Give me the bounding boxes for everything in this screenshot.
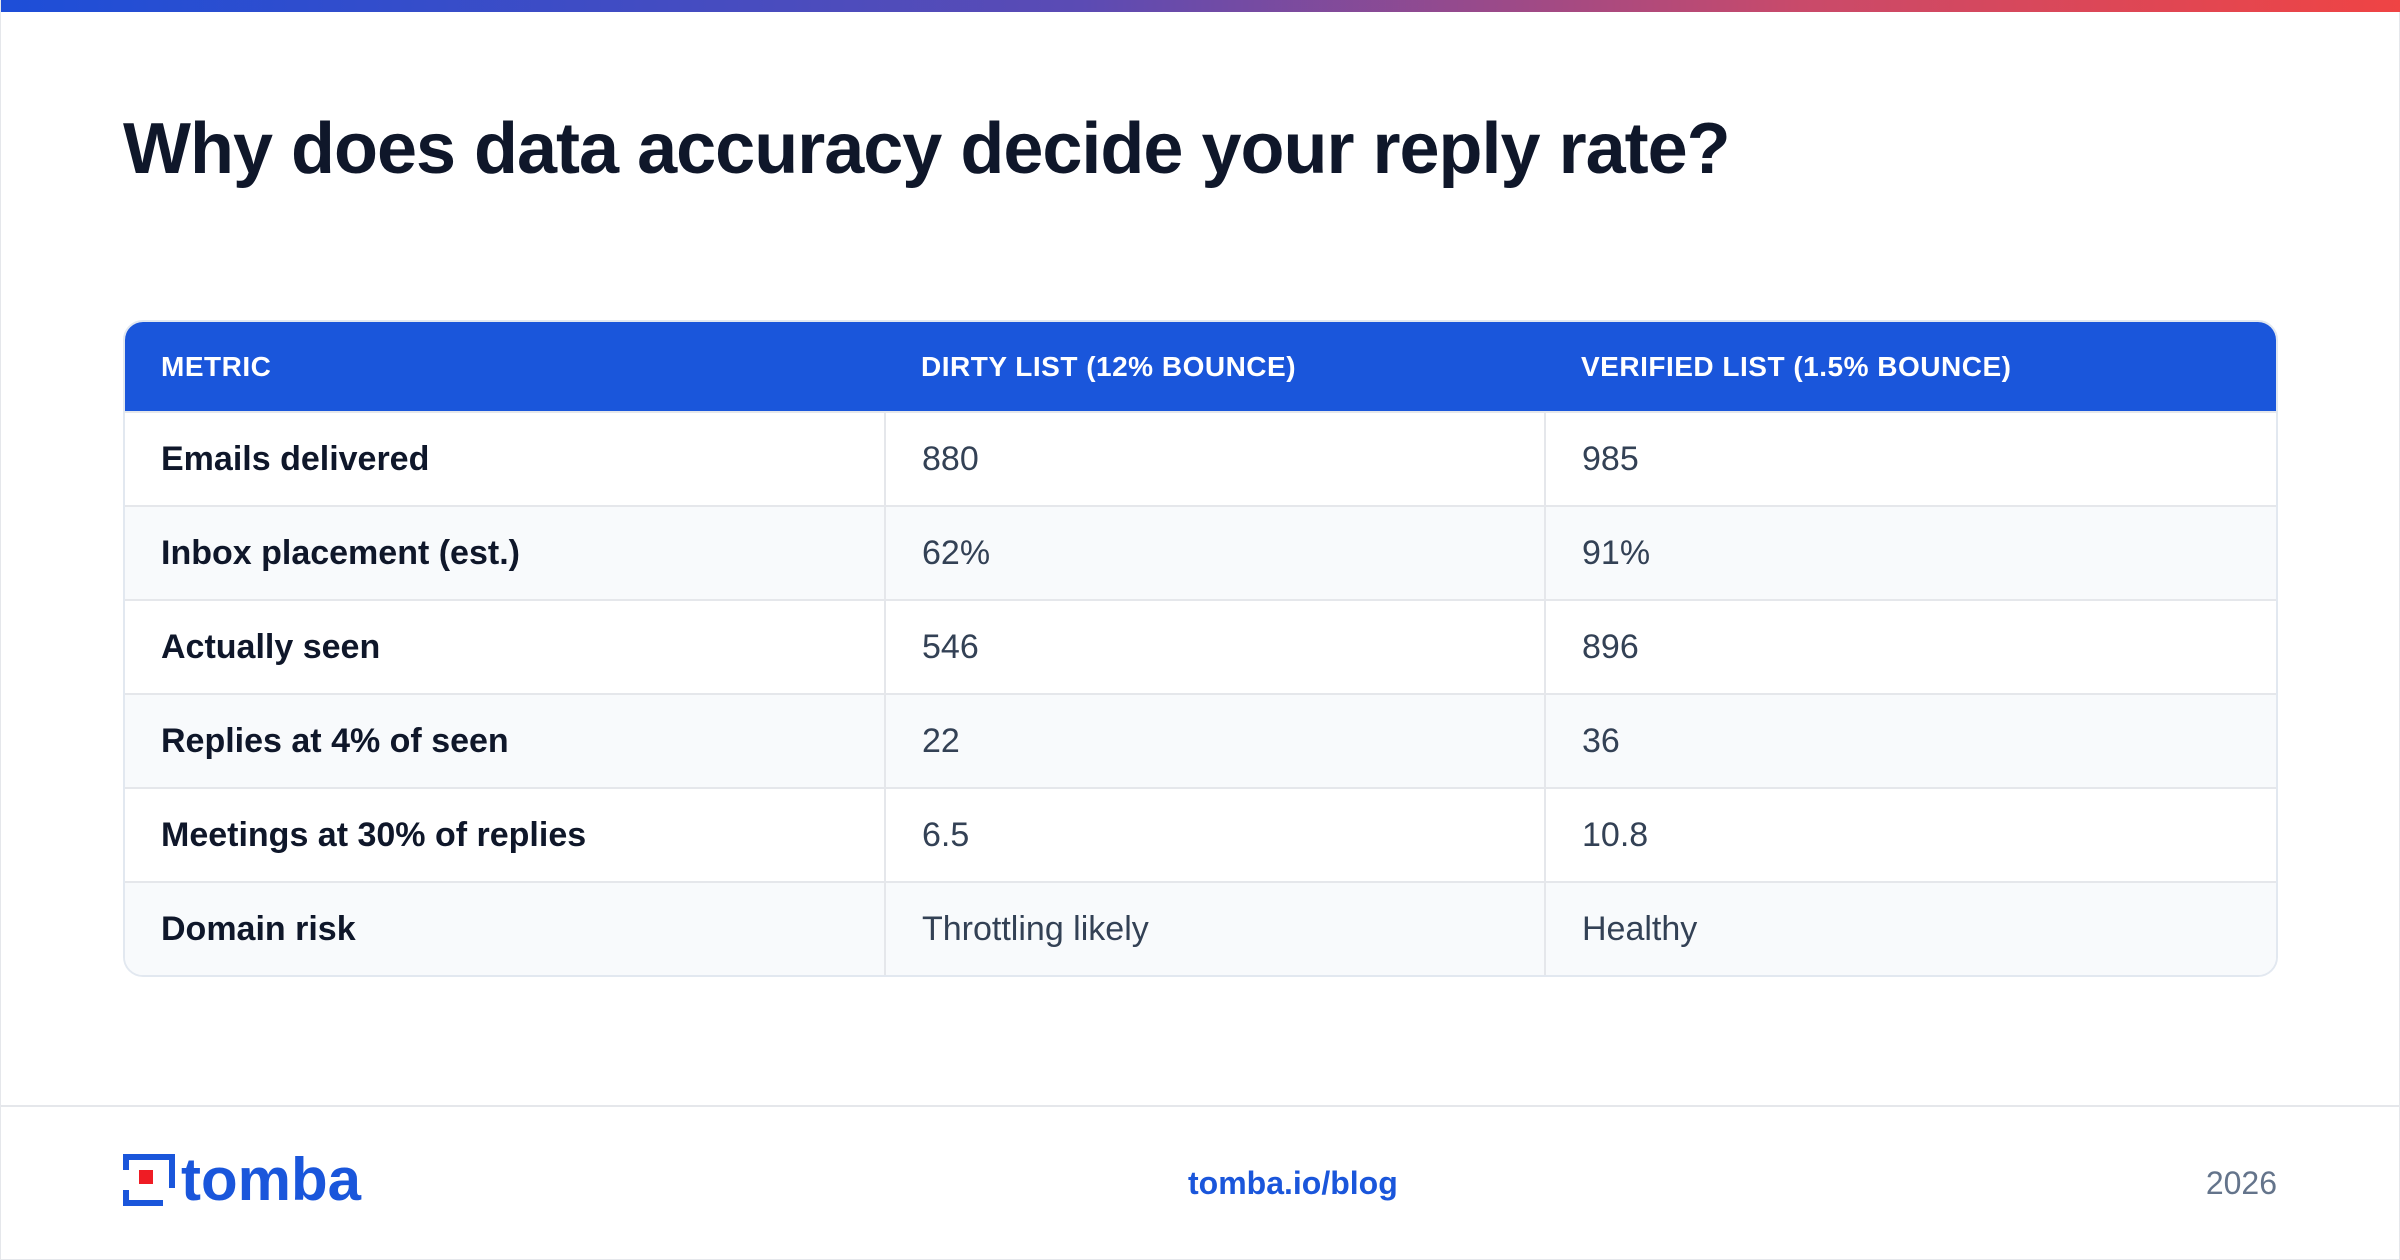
verified-value-cell: 10.8 <box>1544 787 2276 882</box>
column-header-metric: METRIC <box>161 350 272 382</box>
metric-cell: Domain risk <box>125 881 885 975</box>
column-header-verified-list: VERIFIED LIST (1.5% BOUNCE) <box>1581 350 2012 382</box>
dirty-value-cell: 62% <box>884 505 1545 600</box>
table-header-row: METRIC DIRTY LIST (12% BOUNCE) VERIFIED … <box>125 322 2276 412</box>
metric-cell: Actually seen <box>125 599 885 694</box>
dirty-value-cell: Throttling likely <box>884 881 1545 975</box>
table-row: Actually seen 546 896 <box>125 599 2276 694</box>
column-header-dirty-list: DIRTY LIST (12% BOUNCE) <box>921 350 1297 382</box>
table-row: Replies at 4% of seen 22 36 <box>125 693 2276 788</box>
logo-wordmark: tomba <box>181 1146 361 1213</box>
metric-cell: Emails delivered <box>125 411 885 506</box>
comparison-table: METRIC DIRTY LIST (12% BOUNCE) VERIFIED … <box>125 322 2276 975</box>
footer-year: 2026 <box>2205 1165 2277 1201</box>
verified-value-cell: 91% <box>1544 505 2276 600</box>
dirty-value-cell: 880 <box>884 411 1545 506</box>
dirty-value-cell: 22 <box>884 693 1545 788</box>
page-title: Why does data accuracy decide your reply… <box>123 109 1731 189</box>
dirty-value-cell: 546 <box>884 599 1545 694</box>
metric-cell: Meetings at 30% of replies <box>125 787 885 882</box>
metric-cell: Replies at 4% of seen <box>125 693 885 788</box>
gradient-top-bar <box>1 0 2400 12</box>
table-row: Domain risk Throttling likely Healthy <box>125 881 2276 975</box>
metric-cell: Inbox placement (est.) <box>125 505 885 600</box>
comparison-table-container: METRIC DIRTY LIST (12% BOUNCE) VERIFIED … <box>123 320 2278 977</box>
verified-value-cell: 36 <box>1544 693 2276 788</box>
blog-link[interactable]: tomba.io/blog <box>1188 1165 1398 1201</box>
verified-value-cell: Healthy <box>1544 881 2276 975</box>
tomba-logo[interactable]: tomba <box>121 1146 361 1213</box>
footer-divider <box>1 1105 2400 1107</box>
verified-value-cell: 896 <box>1544 599 2276 694</box>
verified-value-cell: 985 <box>1544 411 2276 506</box>
table-row: Meetings at 30% of replies 6.5 10.8 <box>125 787 2276 882</box>
table-row: Inbox placement (est.) 62% 91% <box>125 505 2276 600</box>
dirty-value-cell: 6.5 <box>884 787 1545 882</box>
table-row: Emails delivered 880 985 <box>125 411 2276 506</box>
tomba-logo-icon <box>121 1152 177 1208</box>
